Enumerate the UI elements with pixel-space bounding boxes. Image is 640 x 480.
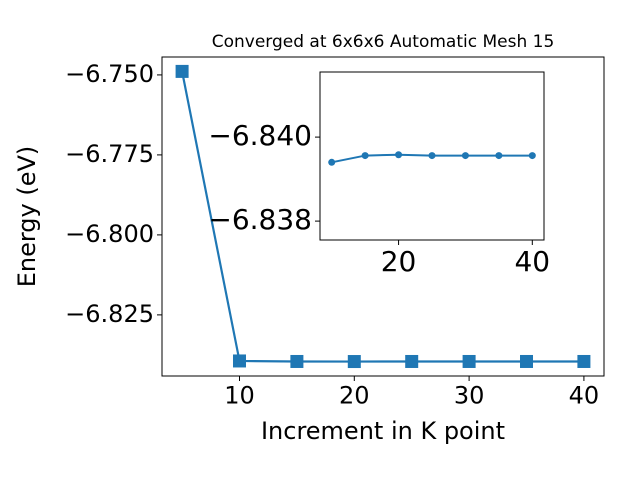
- marker: [428, 152, 436, 160]
- y-tick-label: −6.838: [208, 203, 312, 236]
- y-tick-label: −6.750: [65, 60, 154, 88]
- marker: [361, 152, 369, 160]
- marker: [577, 354, 591, 368]
- marker: [520, 354, 534, 368]
- x-axis-label: Increment in K point: [261, 417, 505, 445]
- marker: [347, 355, 361, 369]
- y-axis-label: Energy (eV): [13, 146, 41, 288]
- x-tick-label: 10: [224, 381, 255, 409]
- marker: [495, 152, 503, 160]
- x-tick-label: 20: [339, 381, 370, 409]
- marker: [395, 151, 403, 159]
- y-tick-label: −6.800: [65, 220, 154, 248]
- y-tick-label: −6.775: [65, 140, 154, 168]
- marker: [175, 64, 189, 78]
- marker: [328, 158, 336, 166]
- y-tick-label: −6.840: [208, 119, 312, 152]
- x-tick-label: 40: [514, 245, 550, 278]
- marker: [528, 152, 536, 160]
- y-tick-label: −6.825: [65, 300, 154, 328]
- marker: [405, 354, 419, 368]
- chart-title: Converged at 6x6x6 Automatic Mesh 15: [212, 32, 555, 52]
- marker: [461, 152, 469, 160]
- marker: [290, 354, 304, 368]
- x-tick-label: 40: [569, 381, 600, 409]
- marker: [462, 354, 476, 368]
- x-tick-label: 20: [381, 245, 417, 278]
- line-series: [181, 71, 584, 363]
- x-tick-label: 30: [454, 381, 485, 409]
- marker: [232, 354, 246, 368]
